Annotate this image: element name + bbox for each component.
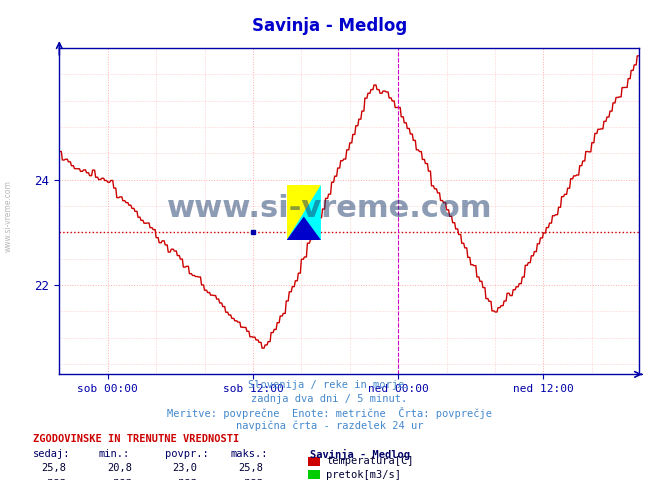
Text: Slovenija / reke in morje.: Slovenija / reke in morje. bbox=[248, 380, 411, 390]
Text: 25,8: 25,8 bbox=[41, 463, 66, 473]
Text: Savinja - Medlog: Savinja - Medlog bbox=[310, 449, 410, 460]
Text: navpična črta - razdelek 24 ur: navpična črta - razdelek 24 ur bbox=[236, 420, 423, 431]
Text: www.si-vreme.com: www.si-vreme.com bbox=[3, 180, 13, 252]
Text: maks.:: maks.: bbox=[231, 449, 268, 459]
Text: 20,8: 20,8 bbox=[107, 463, 132, 473]
Polygon shape bbox=[287, 216, 321, 240]
Text: www.si-vreme.com: www.si-vreme.com bbox=[167, 194, 492, 223]
Text: povpr.:: povpr.: bbox=[165, 449, 208, 459]
Text: zadnja dva dni / 5 minut.: zadnja dva dni / 5 minut. bbox=[251, 394, 408, 404]
Text: temperatura[C]: temperatura[C] bbox=[326, 456, 414, 466]
Text: pretok[m3/s]: pretok[m3/s] bbox=[326, 470, 401, 480]
Text: -nan: -nan bbox=[239, 477, 264, 480]
Text: sedaj:: sedaj: bbox=[33, 449, 71, 459]
Text: ZGODOVINSKE IN TRENUTNE VREDNOSTI: ZGODOVINSKE IN TRENUTNE VREDNOSTI bbox=[33, 434, 239, 444]
Text: min.:: min.: bbox=[99, 449, 130, 459]
Text: Savinja - Medlog: Savinja - Medlog bbox=[252, 17, 407, 35]
Polygon shape bbox=[287, 185, 321, 240]
Bar bbox=[308, 470, 320, 479]
Text: Meritve: povprečne  Enote: metrične  Črta: povprečje: Meritve: povprečne Enote: metrične Črta:… bbox=[167, 407, 492, 419]
Text: 23,0: 23,0 bbox=[173, 463, 198, 473]
Text: -nan: -nan bbox=[107, 477, 132, 480]
Text: -nan: -nan bbox=[173, 477, 198, 480]
Text: 25,8: 25,8 bbox=[239, 463, 264, 473]
Bar bbox=[308, 457, 320, 466]
Text: -nan: -nan bbox=[41, 477, 66, 480]
Polygon shape bbox=[287, 185, 321, 240]
